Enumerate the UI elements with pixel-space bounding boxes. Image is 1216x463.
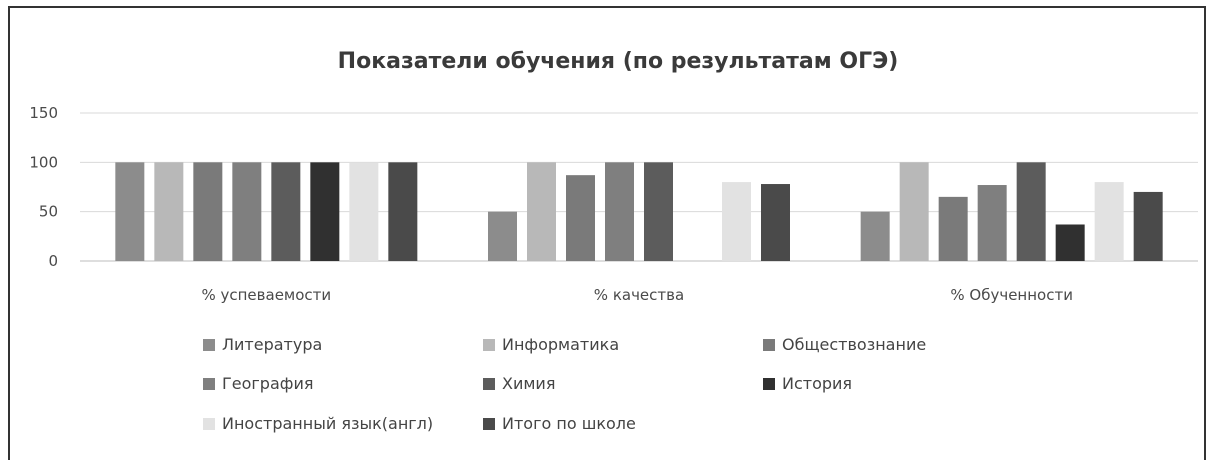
legend-label: Информатика: [502, 335, 619, 354]
y-tick-label: 0: [48, 252, 58, 270]
legend-swatch: [203, 418, 215, 430]
x-axis: % успеваемости % качества % Обученности: [201, 286, 1072, 304]
chart-title: Показатели обучения (по результатам ОГЭ): [338, 49, 899, 74]
legend-label: Итого по школе: [502, 414, 636, 433]
gridlines: [80, 112, 1198, 262]
legend-label: Химия: [502, 374, 555, 393]
legend-label: Литература: [222, 335, 322, 354]
y-axis: 0 50 100 150: [29, 104, 58, 270]
bar-2-4: [605, 162, 634, 261]
legend: Литература Информатика Обществознание Геогр…: [203, 335, 926, 433]
legend-swatch: [203, 378, 215, 390]
bar-2-5: [644, 162, 673, 261]
legend-swatch: [483, 339, 495, 351]
bar-3-7: [1094, 182, 1124, 261]
bar-3-1: [860, 211, 890, 261]
bar-1-7: [349, 162, 379, 261]
bar-2-1: [488, 211, 517, 261]
bar-1-6: [310, 162, 340, 261]
bar-3-5: [1016, 162, 1046, 261]
bar-1-8: [388, 162, 418, 261]
y-tick-label: 150: [29, 104, 58, 122]
legend-swatch: [763, 378, 775, 390]
y-tick-label: 50: [39, 203, 58, 221]
bar-1-4: [232, 162, 262, 261]
x-category-label: % качества: [594, 286, 684, 304]
chart-frame: [8, 6, 1206, 460]
legend-label: Обществознание: [782, 335, 926, 354]
bar-1-2: [154, 162, 184, 261]
bar-3-6: [1055, 224, 1085, 261]
bar-1-5: [271, 162, 301, 261]
legend-swatch: [483, 378, 495, 390]
x-category-label: % успеваемости: [201, 286, 331, 304]
legend-label: История: [782, 374, 852, 393]
bar-2-7: [722, 182, 751, 261]
legend-swatch: [203, 339, 215, 351]
x-category-label: % Обученности: [950, 286, 1073, 304]
bar-3-4: [977, 185, 1007, 261]
bar-3-2: [899, 162, 929, 261]
bars: [115, 162, 1163, 261]
legend-label: Иностранный язык(англ): [222, 414, 433, 433]
bar-3-8: [1133, 191, 1163, 261]
y-tick-label: 100: [29, 153, 58, 171]
legend-swatch: [763, 339, 775, 351]
legend-label: География: [222, 374, 313, 393]
legend-swatch: [483, 418, 495, 430]
bar-1-3: [193, 162, 223, 261]
bar-2-8: [761, 184, 790, 261]
bar-2-2: [527, 162, 556, 261]
bar-3-3: [938, 196, 968, 261]
bar-2-3: [566, 175, 595, 261]
bar-1-1: [115, 162, 145, 261]
